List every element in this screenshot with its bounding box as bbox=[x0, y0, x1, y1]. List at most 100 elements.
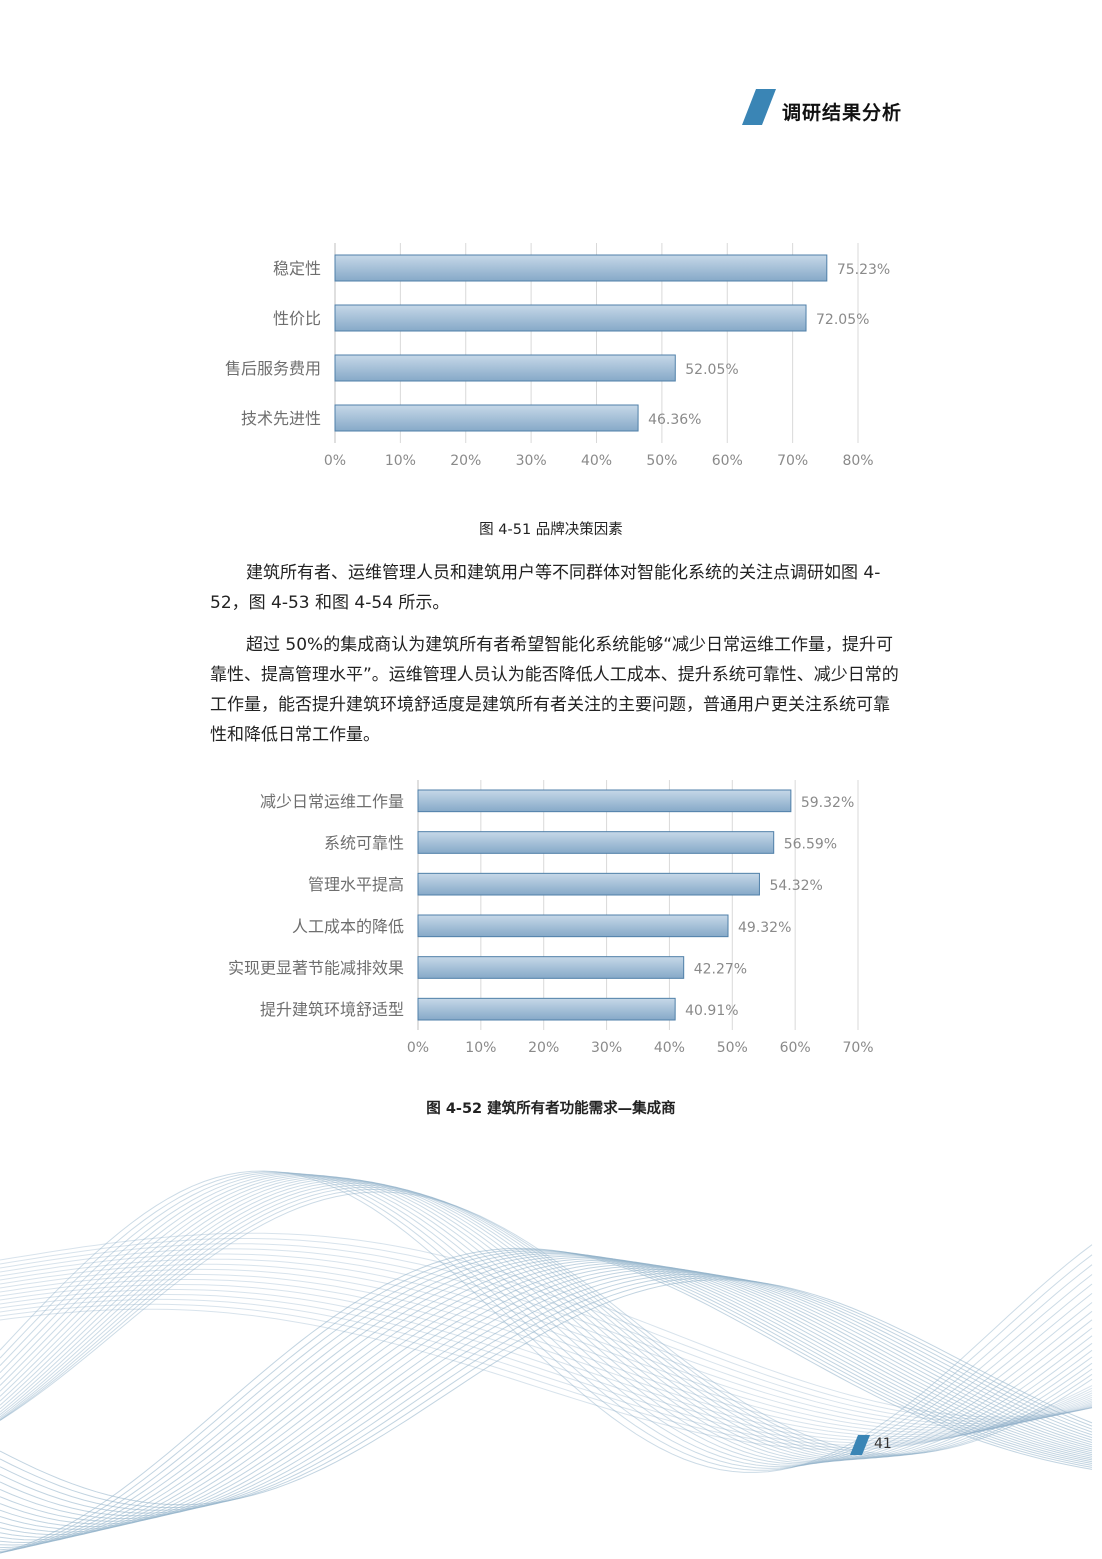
x-tick-label: 40% bbox=[581, 453, 612, 469]
wave-line bbox=[0, 1179, 1093, 1460]
wave-line bbox=[0, 1258, 1093, 1429]
bar bbox=[334, 304, 807, 332]
wave-line bbox=[0, 1173, 1093, 1466]
bar bbox=[417, 872, 760, 896]
value-label: 59.32% bbox=[801, 795, 854, 811]
category-label: 提升建筑环境舒适型 bbox=[260, 1000, 404, 1019]
wave-line bbox=[0, 1267, 1093, 1525]
x-tick-label: 20% bbox=[528, 1040, 559, 1056]
wave-line bbox=[0, 1173, 1093, 1465]
wave-line bbox=[0, 1279, 1093, 1506]
wave-line bbox=[0, 1247, 1093, 1554]
wave-line bbox=[0, 1188, 1093, 1456]
wave-line bbox=[0, 1175, 1093, 1463]
wave-line bbox=[0, 1171, 1093, 1469]
bar bbox=[417, 831, 775, 854]
wave-line bbox=[0, 1250, 1093, 1554]
x-tick-label: 60% bbox=[780, 1040, 811, 1056]
wave-line bbox=[0, 1298, 1093, 1446]
body-paragraph-2: 超过 50%的集成商认为建筑所有者希望智能化系统能够“减少日常运维工作量，提升可… bbox=[210, 635, 899, 745]
category-label: 稳定性 bbox=[273, 259, 321, 278]
wave-line bbox=[0, 1253, 1093, 1427]
value-label: 42.27% bbox=[694, 962, 747, 978]
header-accent-icon bbox=[742, 89, 776, 125]
wave-line bbox=[0, 1238, 1093, 1420]
wave-line bbox=[0, 1176, 1093, 1462]
section-title: 调研结果分析 bbox=[782, 102, 903, 124]
wave-line bbox=[0, 1258, 1093, 1541]
x-tick-label: 70% bbox=[777, 453, 808, 469]
wave-line bbox=[0, 1308, 1093, 1451]
x-tick-label: 10% bbox=[385, 453, 416, 469]
wave-line bbox=[0, 1264, 1093, 1530]
x-tick-label: 20% bbox=[450, 453, 481, 469]
wave-line bbox=[0, 1279, 1093, 1438]
wave-line bbox=[0, 1277, 1093, 1509]
wave-line bbox=[0, 1256, 1093, 1544]
wave-line bbox=[0, 1265, 1093, 1528]
wave-line bbox=[0, 1182, 1093, 1459]
value-label: 52.05% bbox=[685, 362, 738, 378]
chart-brand-decision-factors: 0% 10% 20% 30% 40% 50% 60% 70% 80% 稳定性 75.23% 性价比 72… bbox=[225, 243, 890, 469]
category-label: 人工成本的降低 bbox=[292, 917, 404, 936]
wave-line bbox=[0, 1254, 1093, 1549]
value-label: 49.32% bbox=[738, 920, 791, 936]
wave-line bbox=[0, 1261, 1093, 1536]
value-label: 72.05% bbox=[816, 312, 869, 328]
body-paragraph-1: 建筑所有者、运维管理人员和建筑用户等不同群体对智能化系统的关注点调研如图 4-5… bbox=[210, 563, 881, 613]
x-tick-label: 0% bbox=[324, 453, 346, 469]
wave-line bbox=[0, 1186, 1093, 1457]
wave-line bbox=[0, 1294, 1093, 1444]
category-label: 售后服务费用 bbox=[225, 359, 321, 378]
wave-line bbox=[0, 1289, 1093, 1442]
value-label: 56.59% bbox=[784, 837, 837, 853]
wave-line bbox=[0, 1248, 1093, 1425]
bar bbox=[417, 789, 792, 813]
wave-line bbox=[0, 1170, 1093, 1473]
wave-line bbox=[0, 1273, 1093, 1435]
bar bbox=[334, 354, 676, 382]
wave-line bbox=[0, 1181, 1093, 1459]
x-tick-label: 10% bbox=[465, 1040, 496, 1056]
bar bbox=[417, 914, 729, 938]
value-label: 40.91% bbox=[685, 1003, 738, 1019]
x-tick-label: 30% bbox=[516, 453, 547, 469]
x-tick-label: 0% bbox=[407, 1040, 429, 1056]
category-label: 实现更显著节能减排效果 bbox=[228, 959, 404, 978]
wave-line bbox=[0, 1303, 1093, 1449]
wave-line bbox=[0, 1268, 1093, 1522]
bar bbox=[334, 404, 639, 432]
value-label: 46.36% bbox=[648, 412, 701, 428]
x-tick-label: 60% bbox=[712, 453, 743, 469]
x-tick-label: 70% bbox=[842, 1040, 873, 1056]
wave-line bbox=[0, 1251, 1093, 1552]
wave-line bbox=[0, 1184, 1093, 1458]
page-number-accent-icon bbox=[850, 1435, 870, 1455]
category-label: 管理水平提高 bbox=[308, 875, 404, 894]
wave-line bbox=[0, 1252, 1093, 1551]
wave-line bbox=[0, 1178, 1093, 1461]
category-label: 系统可靠性 bbox=[324, 834, 404, 853]
wave-line bbox=[0, 1263, 1093, 1431]
category-label: 性价比 bbox=[273, 309, 321, 328]
category-label: 技术先进性 bbox=[241, 409, 321, 428]
bar bbox=[417, 956, 685, 979]
wave-line bbox=[0, 1262, 1093, 1533]
value-label: 75.23% bbox=[837, 262, 890, 278]
value-label: 54.32% bbox=[769, 878, 822, 894]
wave-line bbox=[0, 1177, 1093, 1461]
wave-line bbox=[0, 1172, 1093, 1468]
wave-line bbox=[0, 1275, 1093, 1511]
x-tick-label: 30% bbox=[591, 1040, 622, 1056]
wave-line bbox=[0, 1255, 1093, 1546]
bar bbox=[417, 997, 676, 1021]
wave-line bbox=[0, 1191, 1093, 1455]
wave-line bbox=[0, 1283, 1093, 1440]
bar bbox=[334, 254, 828, 282]
x-tick-label: 40% bbox=[654, 1040, 685, 1056]
wave-line bbox=[0, 1259, 1093, 1538]
x-tick-label: 50% bbox=[646, 453, 677, 469]
category-label: 减少日常运维工作量 bbox=[260, 792, 404, 811]
wave-line bbox=[0, 1232, 1093, 1418]
